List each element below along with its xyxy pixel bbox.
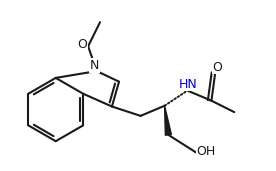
Text: OH: OH (196, 145, 216, 158)
Text: O: O (212, 61, 222, 74)
Text: O: O (78, 38, 87, 51)
Polygon shape (164, 106, 171, 135)
Text: N: N (90, 59, 99, 72)
Text: HN: HN (179, 78, 197, 91)
